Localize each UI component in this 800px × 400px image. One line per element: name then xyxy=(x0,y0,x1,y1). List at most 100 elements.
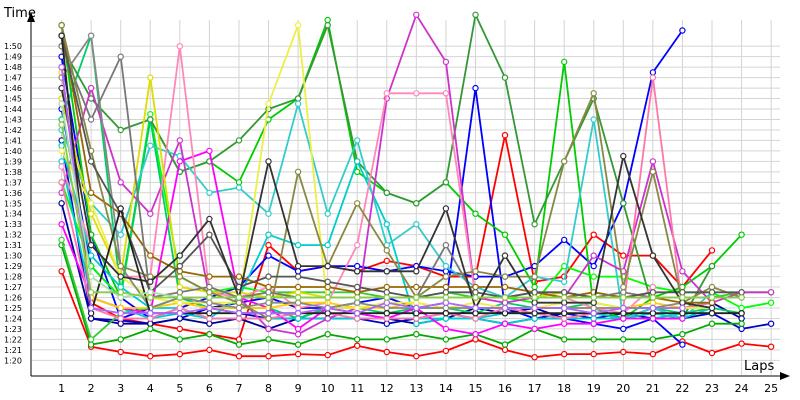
data-point xyxy=(235,184,243,191)
data-point xyxy=(531,299,538,306)
data-point xyxy=(472,310,479,317)
data-point xyxy=(708,262,716,270)
data-point xyxy=(324,283,331,291)
data-point xyxy=(383,294,390,301)
data-point xyxy=(620,315,627,322)
data-point xyxy=(176,299,183,306)
data-point xyxy=(531,220,538,228)
data-point xyxy=(708,247,716,254)
data-point xyxy=(531,283,538,291)
data-point xyxy=(383,289,390,296)
data-point xyxy=(442,304,450,312)
data-point xyxy=(354,294,361,301)
data-point xyxy=(324,16,331,24)
data-point xyxy=(294,100,302,108)
data-point xyxy=(442,299,450,306)
data-point xyxy=(590,315,597,322)
x-tick-labels: 1 2 3 4 5 6 7 8 9 10 11 12 13 14 15 16 17 18 19 20 21 22 23 24 2… xyxy=(58,382,778,395)
y-tick-label: 1:49 xyxy=(4,53,22,62)
data-point xyxy=(265,283,272,291)
data-point xyxy=(501,346,509,354)
y-tick-label: 1:34 xyxy=(4,210,22,219)
data-point xyxy=(117,273,124,280)
data-point xyxy=(87,289,95,296)
data-point xyxy=(679,294,686,301)
data-point xyxy=(561,299,568,306)
data-point xyxy=(147,310,154,317)
data-point xyxy=(176,294,183,301)
data-point xyxy=(294,310,302,317)
data-point xyxy=(265,299,272,306)
data-point xyxy=(738,289,745,296)
data-point xyxy=(649,310,657,317)
data-point xyxy=(324,210,331,217)
data-point xyxy=(708,283,716,291)
x-tick-label: 6 xyxy=(206,382,213,395)
data-point xyxy=(147,278,154,285)
data-point xyxy=(501,310,509,317)
data-point xyxy=(620,348,627,356)
data-point xyxy=(590,310,597,317)
data-point xyxy=(442,294,450,301)
data-point xyxy=(383,320,390,327)
y-tick-label: 1:45 xyxy=(4,95,22,104)
data-point xyxy=(87,158,95,165)
y-tick-label: 1:22 xyxy=(4,335,22,344)
data-point xyxy=(738,340,745,347)
y-tick-label: 1:38 xyxy=(4,168,22,177)
data-point xyxy=(767,289,775,296)
data-point xyxy=(590,350,597,358)
data-point xyxy=(265,158,272,165)
data-point xyxy=(294,325,302,333)
data-point xyxy=(383,348,390,356)
data-point xyxy=(738,325,745,333)
data-point xyxy=(738,231,745,238)
y-tick-label: 1:27 xyxy=(4,283,22,292)
data-point xyxy=(708,289,716,296)
data-point xyxy=(561,278,568,285)
data-point xyxy=(294,315,302,322)
data-point xyxy=(679,341,686,348)
data-point xyxy=(206,283,213,291)
data-point xyxy=(383,268,390,275)
data-point xyxy=(531,304,538,312)
series-17 xyxy=(58,11,775,338)
data-point xyxy=(708,310,716,317)
data-point xyxy=(561,289,568,296)
data-point xyxy=(117,179,124,186)
series-line xyxy=(60,24,742,320)
x-tick-label: 9 xyxy=(295,382,302,395)
data-point xyxy=(620,310,627,317)
x-tick-label: 20 xyxy=(616,382,630,395)
data-point xyxy=(649,289,657,296)
y-tick-label: 1:48 xyxy=(4,63,22,72)
data-point xyxy=(413,320,420,327)
x-tick-label: 19 xyxy=(587,382,601,395)
data-point xyxy=(117,53,124,60)
data-point xyxy=(472,283,479,291)
x-tick-label: 12 xyxy=(380,382,394,395)
data-point xyxy=(265,336,272,343)
data-point xyxy=(472,331,479,338)
data-point xyxy=(767,320,775,327)
series-28 xyxy=(58,84,716,312)
x-tick-label: 11 xyxy=(350,382,364,395)
data-point xyxy=(265,241,272,249)
x-axis-arrow xyxy=(780,372,790,380)
data-point xyxy=(354,268,361,275)
x-tick-label: 5 xyxy=(176,382,183,395)
data-point xyxy=(501,252,509,259)
x-tick-label: 18 xyxy=(557,382,571,395)
data-point xyxy=(590,252,597,259)
data-point xyxy=(708,294,716,301)
y-tick-label: 1:31 xyxy=(4,241,22,250)
data-point xyxy=(206,331,213,338)
data-point xyxy=(472,268,479,275)
data-point xyxy=(620,294,627,301)
y-tick-label: 1:46 xyxy=(4,84,22,93)
data-point xyxy=(590,116,597,123)
data-point xyxy=(413,299,420,306)
data-point xyxy=(472,294,479,301)
data-point xyxy=(649,69,657,76)
data-point xyxy=(176,158,183,165)
